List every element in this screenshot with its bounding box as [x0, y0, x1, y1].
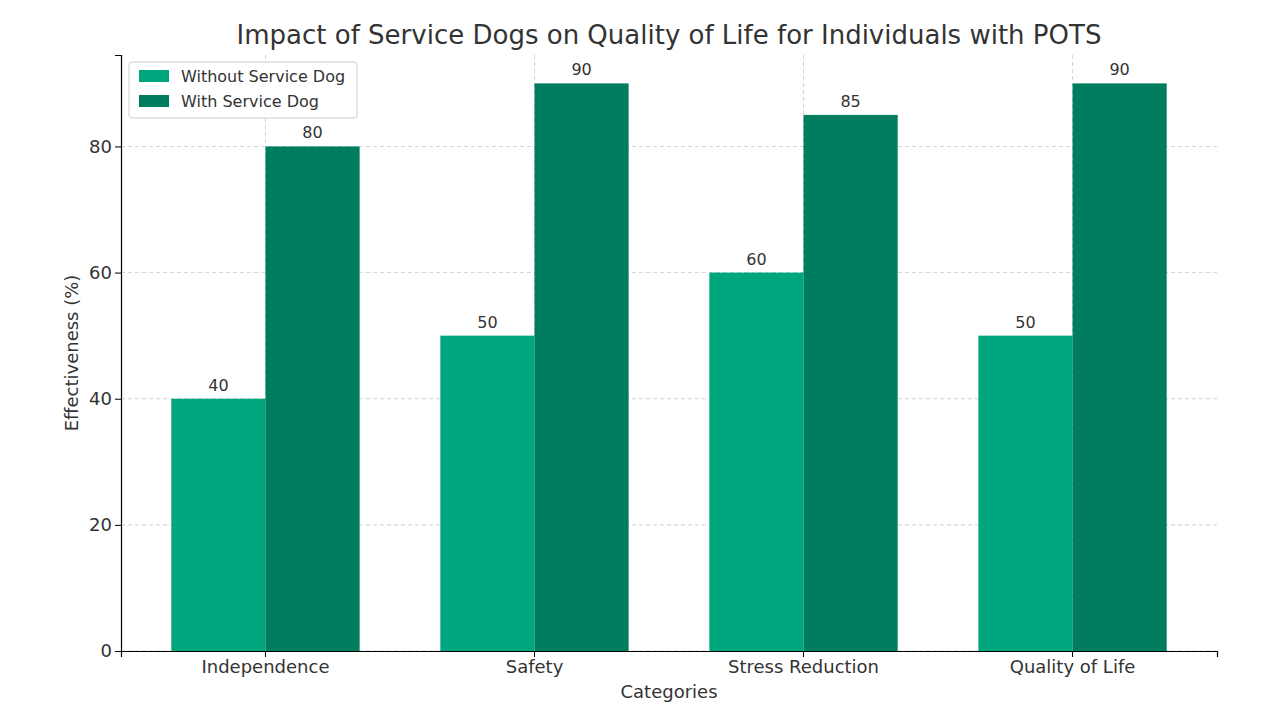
data-label: 90: [571, 60, 591, 79]
legend-label: With Service Dog: [181, 92, 319, 111]
bar: [804, 115, 898, 651]
bars: [171, 83, 1166, 651]
data-label: 60: [746, 250, 766, 269]
tick: Quality of Life: [1010, 651, 1136, 677]
bar: [440, 336, 534, 651]
data-label: 85: [840, 92, 860, 111]
tick: 0: [101, 640, 121, 661]
y-axis-title: Effectiveness (%): [61, 275, 82, 432]
data-label: 40: [208, 376, 228, 395]
tick-mark: [115, 146, 121, 147]
bar: [171, 399, 265, 651]
axis-line: [115, 56, 122, 652]
tick: 20: [89, 514, 121, 535]
tick-label: Quality of Life: [1010, 656, 1136, 677]
tick: 40: [89, 388, 121, 409]
tick-label: Stress Reduction: [728, 656, 879, 677]
tick-label: 40: [89, 388, 112, 409]
tick: Safety: [506, 651, 564, 677]
data-label: 90: [1109, 60, 1129, 79]
tick: 60: [89, 262, 121, 283]
tick-mark: [115, 399, 121, 400]
tick-label: 60: [89, 262, 112, 283]
chart: 40 50 60 50 80 90 85 90 0 20 40 60 80 Independence Saf…: [0, 0, 1280, 720]
data-label: 80: [302, 123, 322, 142]
tick: Stress Reduction: [728, 651, 879, 677]
x-axis-title: Categories: [620, 681, 717, 702]
tick: 80: [89, 136, 121, 157]
legend-label: Without Service Dog: [181, 67, 345, 86]
legend-frame: [129, 62, 357, 118]
x-axis: Independence Safety Stress Reduction Qualit…: [122, 651, 1218, 677]
plot: 40 50 60 50 80 90 85 90 0 20 40 60 80 Independence Saf…: [89, 55, 1217, 677]
tick-label: Independence: [201, 656, 329, 677]
tick: Independence: [201, 651, 329, 677]
title: Impact of Service Dogs on Quality of Lif…: [237, 20, 1102, 50]
data-label: 50: [477, 313, 497, 332]
tick-label: 20: [89, 514, 112, 535]
bar: [265, 146, 359, 651]
tick-label: 0: [101, 640, 112, 661]
y-axis: 0 20 40 60 80: [89, 56, 121, 662]
legend-swatch: [139, 95, 169, 107]
legend-swatch: [139, 70, 169, 82]
tick-mark: [115, 651, 121, 652]
data-label: 50: [1015, 313, 1035, 332]
tick-label: Safety: [506, 656, 564, 677]
grid: [121, 55, 1217, 651]
tick-mark: [115, 273, 121, 274]
legend-entry: With Service Dog: [139, 92, 319, 111]
bar: [978, 336, 1072, 651]
tick-mark: [115, 525, 121, 526]
bar: [534, 83, 628, 651]
tick-label: 80: [89, 136, 112, 157]
legend: Without Service Dog With Service Dog: [129, 62, 357, 118]
bar: [1073, 83, 1167, 651]
legend-entry: Without Service Dog: [139, 67, 345, 86]
bar: [709, 273, 803, 651]
